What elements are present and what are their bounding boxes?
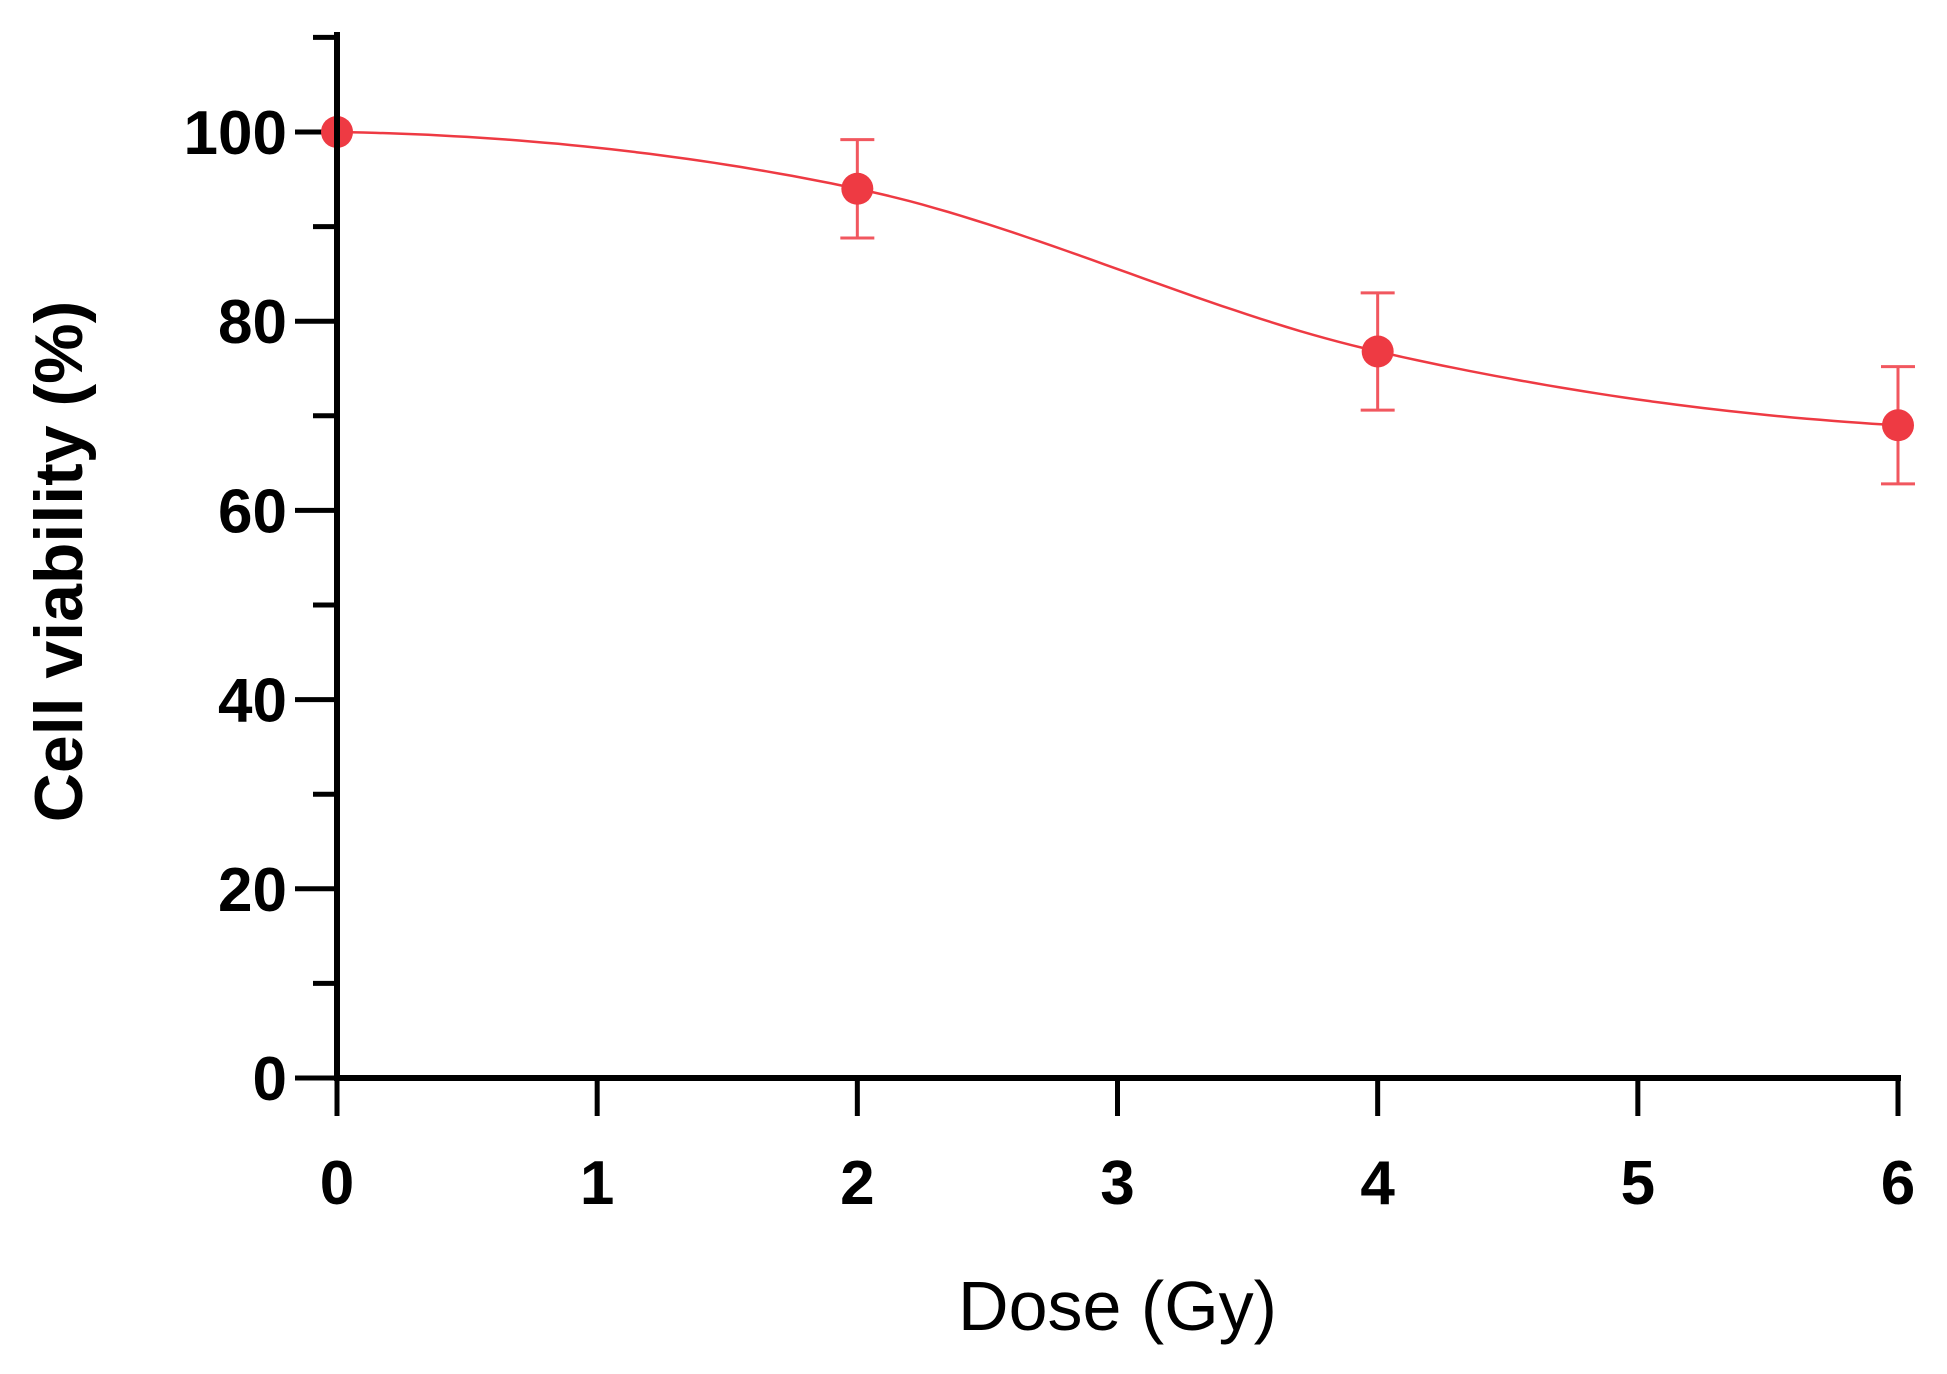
x-tick-label: 3 <box>1100 1149 1134 1218</box>
x-axis-ticks: 0 1 2 3 4 5 6 <box>320 1078 1915 1218</box>
x-tick-label: 6 <box>1881 1149 1915 1218</box>
data-point <box>1361 335 1394 368</box>
series-layer <box>321 116 1915 486</box>
y-tick-label: 40 <box>218 667 287 736</box>
x-axis-title: Dose (Gy) <box>958 1267 1277 1345</box>
axes <box>334 32 1901 1081</box>
x-tick-label: 0 <box>320 1149 354 1218</box>
x-tick-label: 4 <box>1360 1149 1395 1218</box>
y-tick-label: 100 <box>184 99 287 168</box>
fit-curve <box>336 130 1899 427</box>
y-axis-ticks: 0 20 40 60 80 100 <box>184 34 337 1114</box>
data-point <box>841 172 874 205</box>
y-axis-title: Cell viability (%) <box>21 301 97 822</box>
y-tick-label: 60 <box>218 477 287 546</box>
y-tick-label: 20 <box>218 856 287 925</box>
data-point <box>1882 409 1914 442</box>
y-tick-label: 0 <box>253 1045 287 1114</box>
x-tick-label: 5 <box>1621 1149 1655 1218</box>
x-tick-label: 1 <box>580 1149 614 1218</box>
y-tick-label: 80 <box>218 288 287 357</box>
x-tick-label: 2 <box>840 1149 874 1218</box>
